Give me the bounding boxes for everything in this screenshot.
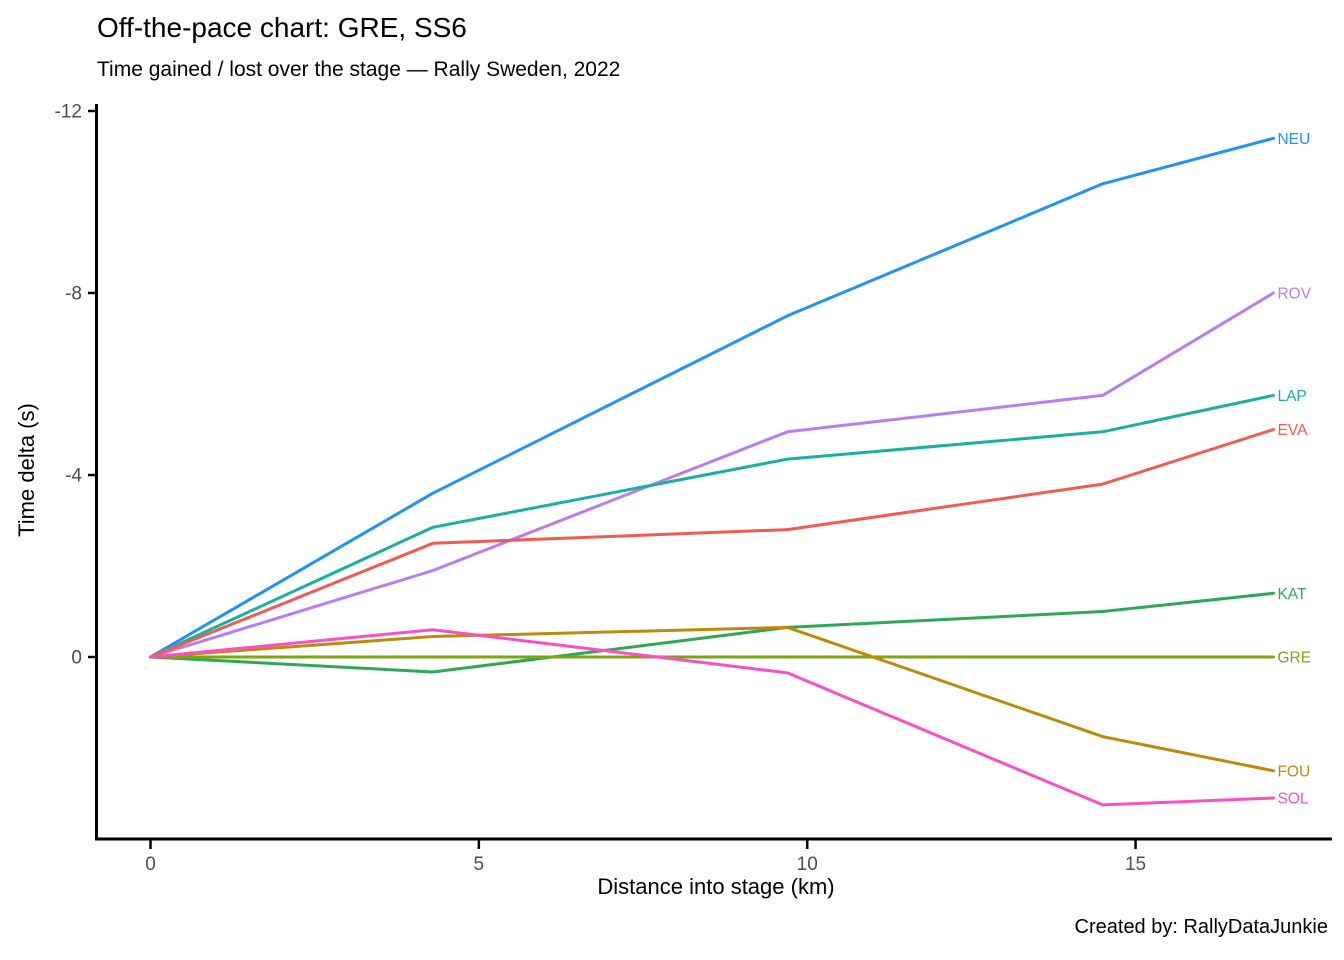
x-axis-title: Distance into stage (km) [597,874,835,899]
y-axis-title: Time delta (s) [14,403,39,537]
series-label-fou: FOU [1277,763,1310,780]
x-tick-label: 5 [474,854,485,875]
series-label-eva: EVA [1277,422,1308,439]
series-label-lap: LAP [1277,388,1306,405]
y-tick-label: 0 [71,648,82,669]
series-label-gre: GRE [1277,650,1311,667]
series-label-kat: KAT [1277,586,1307,603]
y-tick-label: -4 [65,466,82,487]
series-line-eva [149,428,1275,659]
x-tick-label: 15 [1125,854,1146,875]
x-tick-label: 0 [145,854,156,875]
y-tick-label: -8 [65,284,82,305]
y-tick-label: -12 [55,102,82,123]
series-line-lap [149,393,1275,659]
series-line-sol [149,628,1275,807]
chart-title: Off-the-pace chart: GRE, SS6 [97,12,467,43]
series-line-neu [149,136,1275,659]
caption-credit: Created by: RallyDataJunkie [1074,916,1328,938]
series-line-fou [149,625,1275,773]
x-tick-label: 10 [797,854,818,875]
series-line-rov [149,291,1275,659]
chart-subtitle: Time gained / lost over the stage — Rall… [97,58,621,81]
series-label-sol: SOL [1277,791,1308,808]
series-label-neu: NEU [1277,131,1310,148]
series-label-rov: ROV [1277,286,1311,303]
